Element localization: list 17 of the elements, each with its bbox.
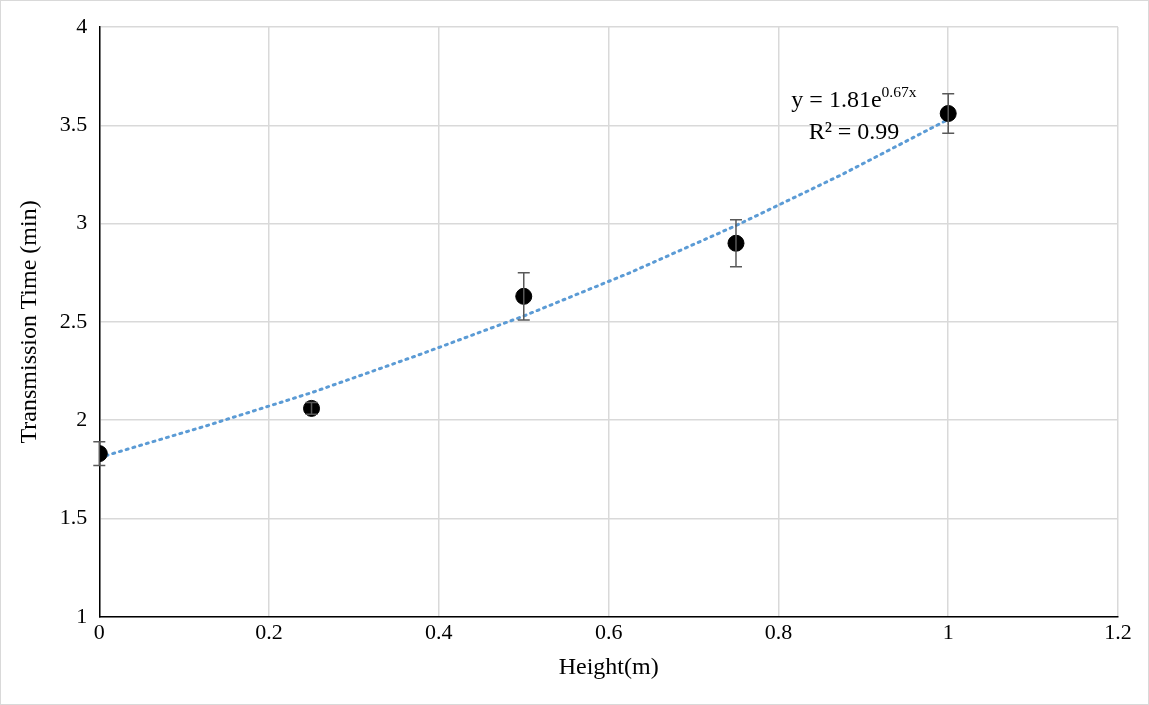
x-axis-title: Height(m) xyxy=(558,652,659,679)
x-tick-label: 1.2 xyxy=(1104,618,1132,644)
y-tick-label: 3.5 xyxy=(59,111,88,137)
y-tick-label: 4 xyxy=(76,12,88,38)
x-tick-label: 0.6 xyxy=(594,618,623,644)
x-tick-label: 0.4 xyxy=(425,618,453,644)
x-tick-label: 0.2 xyxy=(255,618,283,644)
y-tick-label: 3 xyxy=(76,209,88,235)
x-tick-label: 0.8 xyxy=(764,618,793,644)
x-tick-label: 1 xyxy=(942,618,954,644)
x-tick-label: 0 xyxy=(93,618,105,644)
y-tick-label: 1.5 xyxy=(59,504,88,530)
annotation: R² = 0.99 xyxy=(808,118,900,144)
y-tick-label: 1 xyxy=(76,602,88,628)
y-tick-label: 2.5 xyxy=(59,307,88,333)
y-axis-title: Transmission Time (min) xyxy=(14,200,41,444)
y-tick-label: 2 xyxy=(76,405,88,431)
